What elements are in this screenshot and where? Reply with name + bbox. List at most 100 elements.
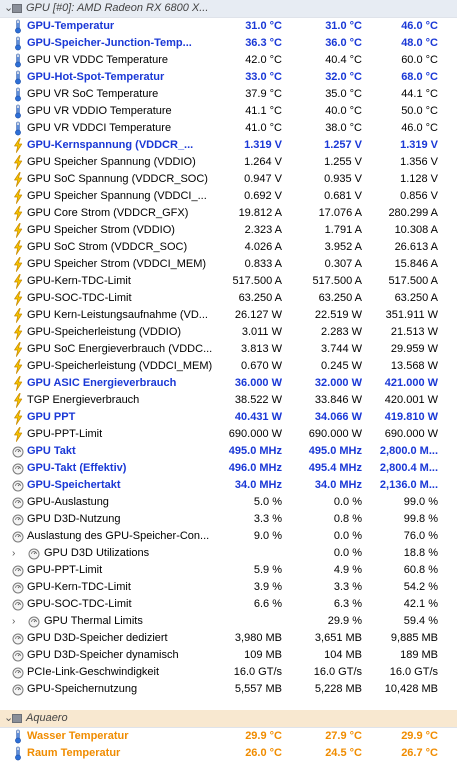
current-value: 19.812 A bbox=[238, 207, 282, 219]
sensor-row[interactable]: GPU-Auslastung 5.0 % 0.0 % 99.0 % bbox=[0, 494, 457, 511]
maximum-value: 29.9 °C bbox=[401, 730, 438, 742]
sensor-row[interactable]: GPU-Takt (Effektiv) 496.0 MHz 495.4 MHz 2,8… bbox=[0, 460, 457, 477]
sensor-row[interactable]: GPU-Speicher-Junction-Temp... 36.3 °C 36.0… bbox=[0, 35, 457, 52]
sensor-row[interactable]: Auslastung des GPU-Speicher-Con... 9.0 % 0… bbox=[0, 528, 457, 545]
minimum-value: 1.255 V bbox=[324, 156, 362, 168]
sensor-row[interactable]: GPU D3D-Nutzung 3.3 % 0.8 % 99.8 % bbox=[0, 511, 457, 528]
minimum-value: 517.500 A bbox=[312, 275, 362, 287]
sensor-row[interactable]: GPU Speicher Strom (VDDCI_MEM) 0.833 A 0.3… bbox=[0, 256, 457, 273]
sensor-row[interactable]: GPU-Speichertakt 34.0 MHz 34.0 MHz 2,136.0 … bbox=[0, 477, 457, 494]
clock-icon bbox=[12, 529, 24, 544]
sensor-row[interactable]: GPU Speicher Strom (VDDIO) 2.323 A 1.791 A… bbox=[0, 222, 457, 239]
sensor-row[interactable]: GPU-SOC-TDC-Limit 63.250 A 63.250 A 63.250 … bbox=[0, 290, 457, 307]
chevron-down-icon[interactable]: ⌄ bbox=[4, 712, 14, 724]
lightning-icon bbox=[12, 138, 24, 153]
current-value: 36.3 °C bbox=[245, 37, 282, 49]
sensor-row[interactable]: GPU-PPT-Limit 5.9 % 4.9 % 60.8 % bbox=[0, 562, 457, 579]
sensor-row[interactable]: GPU Speicher Spannung (VDDIO) 1.264 V 1.25… bbox=[0, 154, 457, 171]
sensor-row[interactable]: GPU-Speichernutzung 5,557 MB 5,228 MB 10,42… bbox=[0, 681, 457, 698]
maximum-value: 44.1 °C bbox=[401, 88, 438, 100]
sensor-row[interactable]: › GPU D3D Utilizations 0.0 % 18.8 % bbox=[0, 545, 457, 562]
maximum-value: 50.0 °C bbox=[401, 105, 438, 117]
sensor-row[interactable]: GPU ASIC Energieverbrauch 36.000 W 32.000 … bbox=[0, 375, 457, 392]
sensor-row[interactable]: GPU SoC Strom (VDDCR_SOC) 4.026 A 3.952 A 2… bbox=[0, 239, 457, 256]
sensor-row[interactable]: GPU-Kern-TDC-Limit 3.9 % 3.3 % 54.2 % bbox=[0, 579, 457, 596]
clock-icon bbox=[12, 512, 24, 527]
maximum-value: 189 MB bbox=[400, 649, 438, 661]
group-header[interactable]: ⌄ GPU [#0]: AMD Radeon RX 6800 X... bbox=[0, 0, 457, 18]
sensor-row[interactable]: GPU-Temperatur 31.0 °C 31.0 °C 46.0 °C bbox=[0, 18, 457, 35]
sensor-row[interactable]: GPU SoC Spannung (VDDCR_SOC) 0.947 V 0.935… bbox=[0, 171, 457, 188]
maximum-value: 419.810 W bbox=[384, 411, 438, 423]
sensor-row[interactable]: GPU-Speicherleistung (VDDIO) 3.011 W 2.283… bbox=[0, 324, 457, 341]
current-value: 1.319 V bbox=[244, 139, 282, 151]
maximum-value: 2,136.0 M... bbox=[379, 479, 438, 491]
thermometer-icon bbox=[12, 746, 24, 761]
maximum-value: 1.319 V bbox=[400, 139, 438, 151]
minimum-value: 0.0 % bbox=[333, 530, 362, 542]
sensor-row[interactable]: GPU-SOC-TDC-Limit 6.6 % 6.3 % 42.1 % bbox=[0, 596, 457, 613]
minimum-value: 0.307 A bbox=[324, 258, 362, 270]
sensor-row[interactable]: PCIe-Link-Geschwindigkeit 16.0 GT/s 16.0 G… bbox=[0, 664, 457, 681]
sensor-row[interactable]: GPU SoC Energieverbrauch (VDDC... 3.813 W… bbox=[0, 341, 457, 358]
maximum-value: 517.500 A bbox=[388, 275, 438, 287]
maximum-value: 68.0 °C bbox=[401, 71, 438, 83]
sensor-label: GPU-Takt (Effektiv) bbox=[27, 462, 127, 474]
sensor-row[interactable]: GPU-Hot-Spot-Temperatur 33.0 °C 32.0 °C 68.… bbox=[0, 69, 457, 86]
chevron-down-icon[interactable]: ⌄ bbox=[4, 2, 14, 14]
sensor-row[interactable]: GPU VR VDDIO Temperature 41.1 °C 40.0 °C 50… bbox=[0, 103, 457, 120]
device-icon bbox=[12, 714, 22, 723]
sensor-row[interactable]: GPU D3D-Speicher dynamisch 109 MB 104 MB 18… bbox=[0, 647, 457, 664]
lightning-icon bbox=[12, 393, 24, 408]
maximum-value: 18.8 % bbox=[403, 547, 438, 559]
sensor-row[interactable]: GPU-Kernspannung (VDDCR_... 1.319 V 1.257 … bbox=[0, 137, 457, 154]
sensor-row[interactable]: GPU VR VDDC Temperature 42.0 °C 40.4 °C 60.… bbox=[0, 52, 457, 69]
sensor-label: GPU VR VDDC Temperature bbox=[27, 54, 169, 66]
maximum-value: 13.568 W bbox=[390, 360, 438, 372]
lightning-icon bbox=[12, 274, 24, 289]
sensor-label: GPU Takt bbox=[27, 445, 76, 457]
sensor-row[interactable]: GPU-Speicherleistung (VDDCI_MEM) 0.670 W 0… bbox=[0, 358, 457, 375]
minimum-value: 29.9 % bbox=[327, 615, 362, 627]
minimum-value: 35.0 °C bbox=[325, 88, 362, 100]
maximum-value: 99.8 % bbox=[403, 513, 438, 525]
sensor-label: PCIe-Link-Geschwindigkeit bbox=[27, 666, 160, 678]
sensor-row[interactable]: GPU Takt 495.0 MHz 495.0 MHz 2,800.0 M... bbox=[0, 443, 457, 460]
sensor-row[interactable]: GPU-Kern-TDC-Limit 517.500 A 517.500 A 517.… bbox=[0, 273, 457, 290]
sensor-row[interactable]: GPU VR VDDCI Temperature 41.0 °C 38.0 °C 46… bbox=[0, 120, 457, 137]
maximum-value: 76.0 % bbox=[403, 530, 438, 542]
sensor-label: GPU-Temperatur bbox=[27, 20, 115, 32]
sensor-row[interactable]: › GPU Thermal Limits 29.9 % 59.4 % bbox=[0, 613, 457, 630]
lightning-icon bbox=[12, 376, 24, 391]
current-value: 0.670 W bbox=[241, 360, 282, 372]
maximum-value: 2,800.0 M... bbox=[379, 445, 438, 457]
sensor-row[interactable]: GPU Core Strom (VDDCR_GFX) 19.812 A 17.076… bbox=[0, 205, 457, 222]
sensor-row[interactable]: GPU PPT 40.431 W 34.066 W 419.810 W bbox=[0, 409, 457, 426]
current-value: 37.9 °C bbox=[245, 88, 282, 100]
expand-chevron-icon[interactable]: › bbox=[12, 548, 16, 559]
sensor-row[interactable]: GPU-PPT-Limit 690.000 W 690.000 W 690.000 W bbox=[0, 426, 457, 443]
sensor-label: GPU VR VDDCI Temperature bbox=[27, 122, 172, 134]
lightning-icon bbox=[12, 325, 24, 340]
expand-chevron-icon[interactable]: › bbox=[12, 616, 16, 627]
minimum-value: 0.0 % bbox=[333, 496, 362, 508]
sensor-row[interactable]: Raum Temperatur 26.0 °C 24.5 °C 26.7 °C bbox=[0, 745, 457, 762]
sensor-row[interactable]: Wasser Temperatur 29.9 °C 27.9 °C 29.9 °C bbox=[0, 728, 457, 745]
minimum-value: 1.257 V bbox=[324, 139, 362, 151]
sensor-row[interactable]: GPU Speicher Spannung (VDDCI_... 0.692 V 0… bbox=[0, 188, 457, 205]
sensor-row[interactable]: GPU VR SoC Temperature 37.9 °C 35.0 °C 44.1… bbox=[0, 86, 457, 103]
maximum-value: 690.000 W bbox=[384, 428, 438, 440]
minimum-value: 495.0 MHz bbox=[308, 445, 362, 457]
current-value: 3.3 % bbox=[253, 513, 282, 525]
group-header[interactable]: ⌄ Aquaero bbox=[0, 710, 457, 728]
sensor-row[interactable]: GPU D3D-Speicher dediziert 3,980 MB 3,651 … bbox=[0, 630, 457, 647]
current-value: 36.000 W bbox=[234, 377, 282, 389]
sensor-label: GPU SoC Spannung (VDDCR_SOC) bbox=[27, 173, 208, 185]
thermometer-icon bbox=[12, 729, 24, 744]
lightning-icon bbox=[12, 427, 24, 442]
sensor-row[interactable]: TGP Energieverbrauch 38.522 W 33.846 W 420.… bbox=[0, 392, 457, 409]
sensor-label: Auslastung des GPU-Speicher-Con... bbox=[27, 530, 210, 542]
sensor-row[interactable]: GPU Kern-Leistungsaufnahme (VD... 26.127 … bbox=[0, 307, 457, 324]
thermometer-icon bbox=[12, 36, 24, 51]
